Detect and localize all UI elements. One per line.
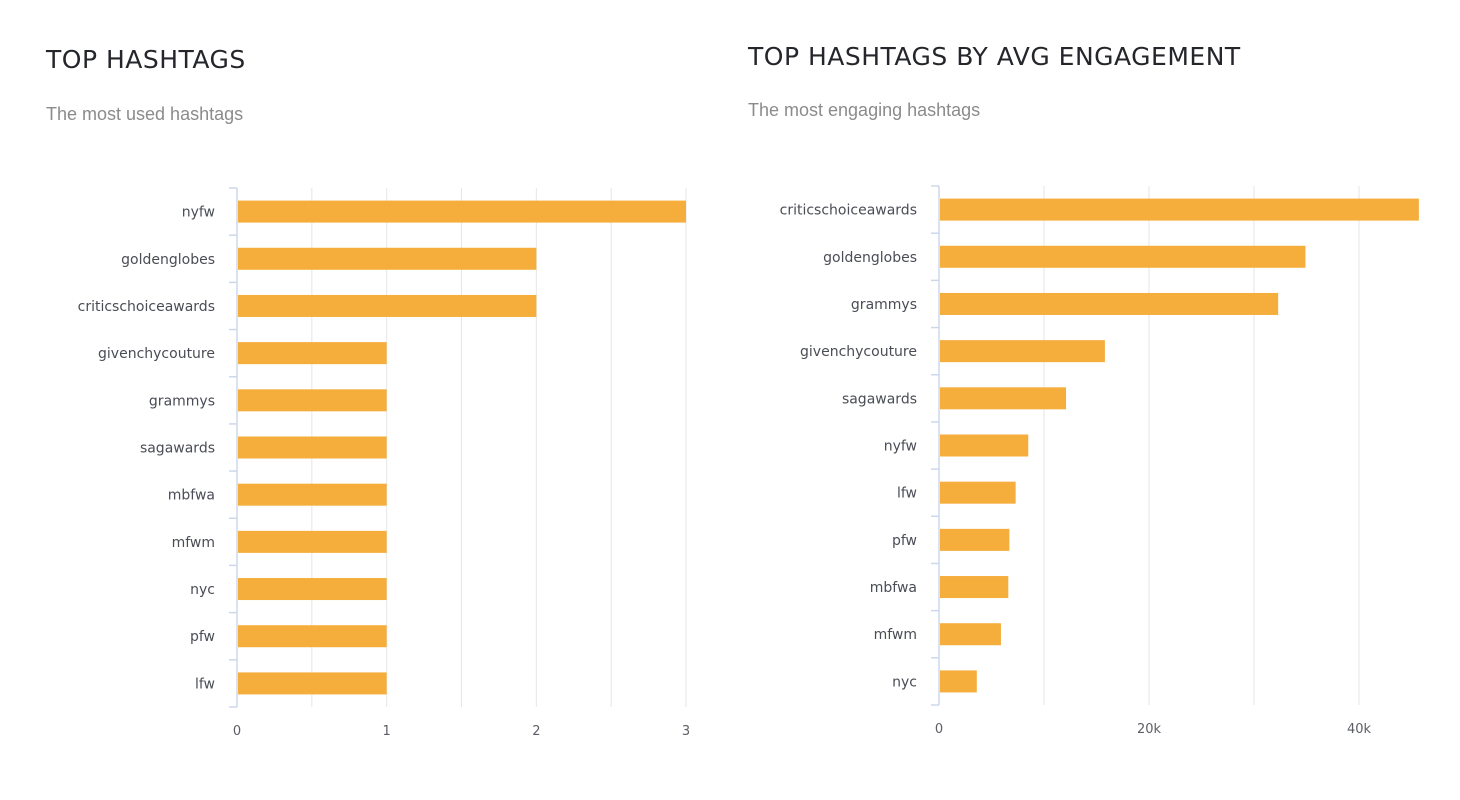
top-hashtags-bar-mbfwa (238, 483, 387, 506)
engagement-bar-sagawards (940, 387, 1067, 410)
engagement-label-sagawards: sagawards (842, 391, 917, 407)
top-hashtags-label-grammys: grammys (149, 393, 215, 409)
engagement-label-nyfw: nyfw (884, 439, 917, 455)
top-hashtags-label-sagawards: sagawards (140, 441, 215, 457)
top-hashtags-bar-goldenglobes (238, 247, 537, 270)
engagement-bar-criticschoiceawards (940, 198, 1419, 221)
top-hashtags-title: TOP HASHTAGS (46, 45, 246, 74)
engagement-label-nyc: nyc (892, 674, 917, 690)
engagement-label-goldenglobes: goldenglobes (823, 250, 917, 266)
top-hashtags-label-criticschoiceawards: criticschoiceawards (78, 299, 215, 315)
engagement-bar-lfw (940, 481, 1016, 504)
engagement-bar-mbfwa (940, 576, 1009, 599)
top-hashtags-engagement-panel: TOP HASHTAGS BY AVG ENGAGEMENT The most … (700, 0, 1460, 800)
top-hashtags-bar-grammys (238, 389, 387, 412)
top-hashtags-bar-givenchycouture (238, 342, 387, 365)
engagement-label-pfw: pfw (892, 533, 917, 549)
top-hashtags-label-lfw: lfw (195, 676, 215, 692)
top-hashtags-label-givenchycouture: givenchycouture (98, 346, 215, 362)
top-hashtags-x-tick-label-3: 3 (682, 724, 690, 739)
top-hashtags-bar-pfw (238, 625, 387, 648)
top-hashtags-panel: TOP HASHTAGS The most used hashtags nyfw… (46, 45, 690, 739)
top-hashtags-label-mfwm: mfwm (172, 535, 215, 551)
top-hashtags-engagement-chart: criticschoiceawards goldenglobes grammys gi… (780, 185, 1419, 737)
engagement-title: TOP HASHTAGS BY AVG ENGAGEMENT (748, 42, 1241, 71)
engagement-bar-pfw (940, 528, 1010, 551)
engagement-bar-nyfw (940, 434, 1029, 457)
engagement-label-mbfwa: mbfwa (870, 580, 917, 596)
top-hashtags-bar-nyfw (238, 200, 686, 223)
engagement-bar-givenchycouture (940, 340, 1105, 363)
top-hashtags-label-mbfwa: mbfwa (168, 488, 215, 504)
engagement-bar-goldenglobes (940, 245, 1306, 268)
top-hashtags-x-tick-label-1: 1 (383, 724, 391, 739)
engagement-bar-nyc (940, 670, 977, 693)
top-hashtags-chart: nyfw goldenglobes criticschoiceawards given… (78, 187, 690, 739)
top-hashtags-label-pfw: pfw (190, 629, 215, 645)
engagement-bar-mfwm (940, 623, 1001, 646)
top-hashtags-label-goldenglobes: goldenglobes (121, 252, 215, 268)
top-hashtags-x-tick-label-0: 0 (233, 724, 241, 739)
engagement-label-givenchycouture: givenchycouture (800, 344, 917, 360)
top-hashtags-x-tick-label-2: 2 (532, 724, 540, 739)
top-hashtags-label-nyc: nyc (190, 582, 215, 598)
engagement-label-criticschoiceawards: criticschoiceawards (780, 203, 917, 219)
top-hashtags-bar-nyc (238, 578, 387, 601)
top-hashtags-bar-lfw (238, 672, 387, 695)
engagement-label-grammys: grammys (851, 297, 917, 313)
engagement-label-mfwm: mfwm (874, 627, 917, 643)
top-hashtags-bar-mfwm (238, 530, 387, 553)
top-hashtags-bar-criticschoiceawards (238, 294, 537, 317)
top-hashtags-label-nyfw: nyfw (182, 205, 215, 221)
engagement-label-lfw: lfw (897, 486, 917, 502)
top-hashtags-subtitle: The most used hashtags (46, 104, 244, 124)
engagement-bar-grammys (940, 292, 1279, 315)
engagement-x-tick-label-1: 20k (1137, 722, 1162, 737)
engagement-x-tick-label-0: 0 (935, 722, 943, 737)
engagement-subtitle: The most engaging hashtags (748, 100, 981, 120)
top-hashtags-bar-sagawards (238, 436, 387, 459)
engagement-x-tick-label-2: 40k (1347, 722, 1372, 737)
